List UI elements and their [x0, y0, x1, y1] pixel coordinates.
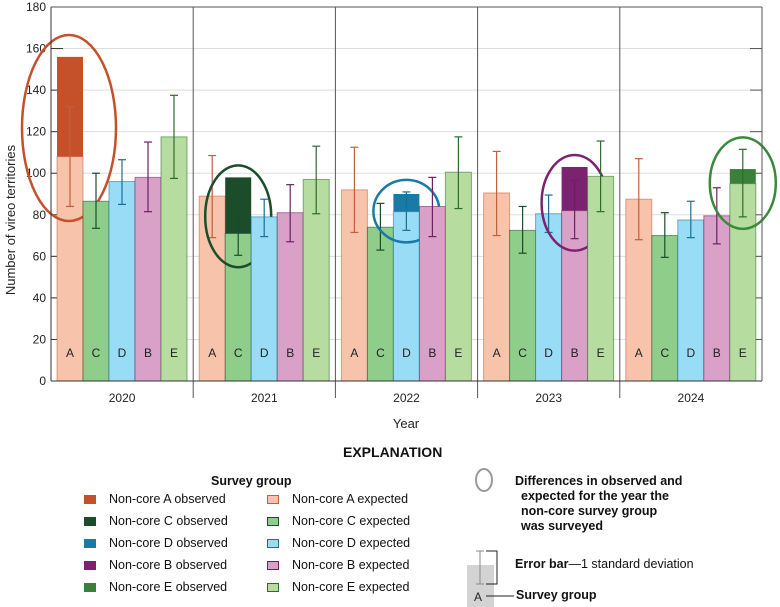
year-label: 2024: [678, 391, 705, 405]
group-label: A: [66, 346, 74, 360]
y-tick-label: 80: [33, 208, 47, 222]
group-label: D: [544, 346, 553, 360]
legend-swatch-D-expected: [267, 539, 279, 548]
group-label: C: [660, 346, 669, 360]
legend-label-C-expected: Non-core C expected: [292, 514, 411, 528]
legend-swatch-D-observed: [84, 539, 96, 548]
group-label: B: [144, 346, 152, 360]
year-label: 2020: [109, 391, 136, 405]
year-label: 2023: [535, 391, 562, 405]
circle-line-2: expected for the year the: [521, 489, 669, 503]
difference-circle: [20, 33, 118, 223]
group-label: E: [312, 346, 320, 360]
group-label: D: [118, 346, 127, 360]
legend-swatch-E-observed: [84, 583, 96, 592]
group-label: C: [234, 346, 243, 360]
expected-bar-C: [509, 229, 537, 382]
y-axis-label: Number of vireo territories: [3, 144, 18, 295]
group-label: B: [428, 346, 436, 360]
difference-circle: [203, 164, 273, 269]
legend-swatch-C-observed: [84, 517, 96, 526]
difference-circle: [708, 136, 778, 231]
group-label: A: [493, 346, 501, 360]
group-label: B: [571, 346, 579, 360]
expected-bar-C: [651, 235, 679, 382]
legend-label-B-expected: Non-core B expected: [292, 558, 410, 572]
y-tick-label: 0: [39, 374, 46, 388]
circle-legend-icon: [475, 468, 493, 492]
circle-line-1: Differences in observed and: [515, 474, 683, 488]
errorbar-label: Error bar: [515, 557, 569, 571]
legend-label-E-observed: Non-core E observed: [109, 580, 228, 594]
group-label: B: [713, 346, 721, 360]
circle-legend-text: Differences in observed and expected for…: [515, 474, 682, 534]
year-label: 2022: [393, 391, 420, 405]
expected-bar-D: [108, 181, 136, 382]
legend-label-E-expected: Non-core E expected: [292, 580, 410, 594]
expected-bar-C: [366, 226, 394, 382]
group-label: E: [454, 346, 462, 360]
group-label: A: [635, 346, 643, 360]
legend-label-A-observed: Non-core A observed: [109, 492, 226, 506]
group-label: C: [92, 346, 101, 360]
circle-line-3: non-core survey group: [521, 504, 658, 518]
legend-title: EXPLANATION: [343, 444, 443, 460]
y-tick-label: 120: [26, 125, 46, 139]
legend-label-B-observed: Non-core B observed: [109, 558, 228, 572]
circle-line-4: was surveyed: [521, 519, 603, 533]
x-axis-label: Year: [393, 416, 420, 431]
group-label: C: [518, 346, 527, 360]
group-label: E: [739, 346, 747, 360]
legend-subtitle: Survey group: [211, 474, 292, 488]
legend-swatch-B-observed: [84, 561, 96, 570]
legend-swatch-B-expected: [267, 561, 279, 570]
group-label: C: [376, 346, 385, 360]
y-tick-label: 40: [33, 291, 47, 305]
legend-swatch-C-expected: [267, 517, 279, 526]
errorbar-desc: —1 standard deviation: [568, 557, 694, 571]
legend-swatch-E-expected: [267, 583, 279, 592]
group-label: A: [350, 346, 358, 360]
y-tick-label: 20: [33, 332, 47, 346]
y-tick-label: 180: [26, 0, 46, 14]
legend-label-A-expected: Non-core A expected: [292, 492, 409, 506]
legend-label-C-observed: Non-core C observed: [109, 514, 228, 528]
legend-label-D-observed: Non-core D observed: [109, 536, 228, 550]
y-tick-label: 140: [26, 83, 46, 97]
year-label: 2021: [251, 391, 278, 405]
sample-letter: A: [474, 590, 482, 604]
legend-label-D-expected: Non-core D expected: [292, 536, 411, 550]
legend-swatch-A-expected: [267, 495, 279, 504]
group-label: E: [170, 346, 178, 360]
y-tick-label: 60: [33, 249, 47, 263]
group-label: A: [208, 346, 216, 360]
legend-swatch-A-observed: [84, 495, 96, 504]
errorbar-legend-text: Error bar—1 standard deviation: [515, 557, 694, 571]
group-label: D: [402, 346, 411, 360]
expected-bar-D: [250, 216, 278, 382]
group-label: D: [260, 346, 269, 360]
errorbar-legend-icon: A: [467, 550, 514, 607]
group-label: B: [286, 346, 294, 360]
group-label: E: [597, 346, 605, 360]
group-label: D: [686, 346, 695, 360]
y-tick-label: 100: [26, 166, 46, 180]
survey-group-legend-label: Survey group: [516, 588, 597, 602]
